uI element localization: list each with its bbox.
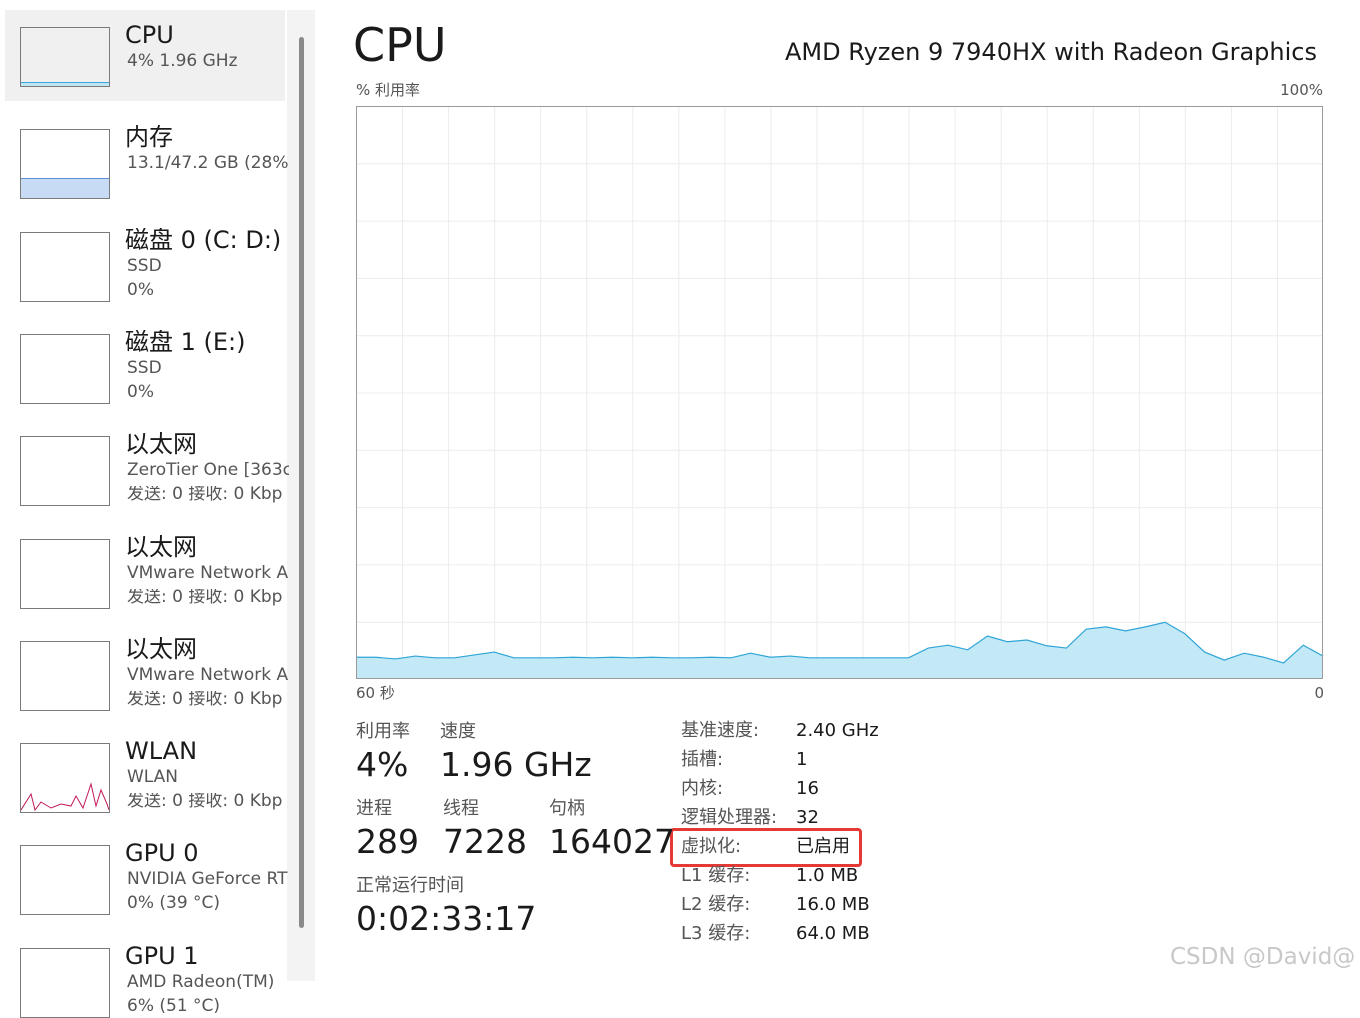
item-line1: NVIDIA GeForce RT: [127, 871, 288, 889]
stat-value: 164027: [549, 822, 675, 861]
item-line2: 发送: 0 接收: 0 Kbp: [127, 690, 283, 708]
item-line2: 发送: 0 接收: 0 Kbp: [127, 588, 283, 606]
stat-label: 利用率: [356, 721, 410, 742]
item-title: 以太网: [125, 636, 197, 661]
stat-label: 句柄: [549, 798, 585, 819]
item-title: 磁盘 1 (E:): [125, 329, 246, 354]
detail-label: 插槽:: [681, 749, 724, 770]
processor-name: AMD Ryzen 9 7940HX with Radeon Graphics: [784, 38, 1317, 66]
thumbnail: [20, 743, 110, 814]
item-line1: SSD: [127, 257, 162, 275]
item-line1: AMD Radeon(TM): [127, 973, 275, 991]
stat-value: 0:02:33:17: [356, 899, 537, 938]
item-line2: 0%: [127, 383, 154, 401]
thumbnail: [20, 27, 110, 87]
thumbnail: [20, 436, 110, 507]
detail-label: L1 缓存:: [681, 865, 751, 886]
item-line1: 13.1/47.2 GB (28%): [127, 155, 289, 173]
item-title: 以太网: [125, 432, 197, 457]
stat-label: 线程: [443, 798, 479, 819]
detail-value: 32: [796, 807, 819, 828]
thumbnail: [20, 640, 110, 711]
highlight-box: [670, 828, 862, 867]
page-title: CPU: [353, 18, 447, 72]
usage-area: [356, 622, 1323, 679]
thumbnail: [20, 231, 110, 302]
usage-line: [356, 621, 1324, 664]
item-title: WLAN: [125, 739, 198, 764]
item-line1: VMware Network A: [127, 564, 289, 582]
item-title: 磁盘 0 (C: D:): [125, 227, 282, 252]
detail-value: 16: [796, 778, 819, 799]
y-label: % 利用率: [356, 81, 421, 99]
item-line1: ZeroTier One [363c: [127, 462, 289, 480]
item-line2: 发送: 0 接收: 0 Kbp: [127, 486, 283, 504]
thumbnail: [20, 538, 110, 609]
detail-label: 虚拟化:: [681, 836, 742, 857]
scrollbar[interactable]: [299, 37, 304, 928]
y-max-label: 100%: [1280, 81, 1323, 99]
item-line2: 发送: 0 接收: 0 Kbp: [127, 793, 283, 811]
detail-label: L2 缓存:: [681, 894, 751, 915]
graph-border: [356, 106, 1323, 679]
detail-value: 1: [796, 749, 808, 770]
detail-label: L3 缓存:: [681, 923, 751, 944]
item-title: 以太网: [125, 534, 197, 559]
item-line1: VMware Network A: [127, 666, 289, 684]
task-manager: CPU AMD Ryzen 9 7940HX with Radeon Graph…: [5, 10, 1356, 1018]
stat-value: 289: [356, 822, 419, 861]
detail-value: 1.0 MB: [796, 865, 859, 886]
thumbnail: [20, 129, 110, 200]
item-line2: 6% (51 °C): [127, 997, 221, 1015]
thumbnail: [20, 947, 110, 1018]
item-line2: 0% (39 °C): [127, 895, 221, 913]
x-start-label: 60 秒: [356, 684, 395, 702]
item-title: GPU 0: [125, 841, 199, 866]
detail-value: 16.0 MB: [796, 894, 870, 915]
thumbnail: [20, 333, 110, 404]
detail-value: 2.40 GHz: [796, 720, 879, 741]
stat-label: 进程: [356, 798, 392, 819]
item-title: 内存: [125, 125, 173, 150]
stat-label: 速度: [440, 721, 476, 742]
detail-label: 基准速度:: [681, 720, 760, 741]
stat-value: 1.96 GHz: [440, 745, 592, 784]
item-title: CPU: [125, 23, 174, 47]
item-line1: WLAN: [127, 769, 179, 787]
stat-value: 7228: [443, 822, 527, 861]
watermark: CSDN @David@: [1170, 944, 1356, 970]
item-line1: SSD: [127, 359, 162, 377]
x-end-label: 0: [1314, 684, 1324, 702]
detail-label: 内核:: [681, 778, 724, 799]
detail-value: 64.0 MB: [796, 923, 870, 944]
stat-label: 正常运行时间: [356, 875, 464, 896]
item-line2: 0%: [127, 281, 154, 299]
thumbnail: [20, 845, 110, 916]
cpu-graph: [356, 106, 1324, 679]
detail-value: 已启用: [796, 836, 850, 857]
item-title: GPU 1: [125, 943, 199, 968]
stat-value: 4%: [356, 745, 409, 784]
item-line1: 4% 1.96 GHz: [127, 53, 238, 70]
detail-label: 逻辑处理器:: [681, 807, 778, 828]
